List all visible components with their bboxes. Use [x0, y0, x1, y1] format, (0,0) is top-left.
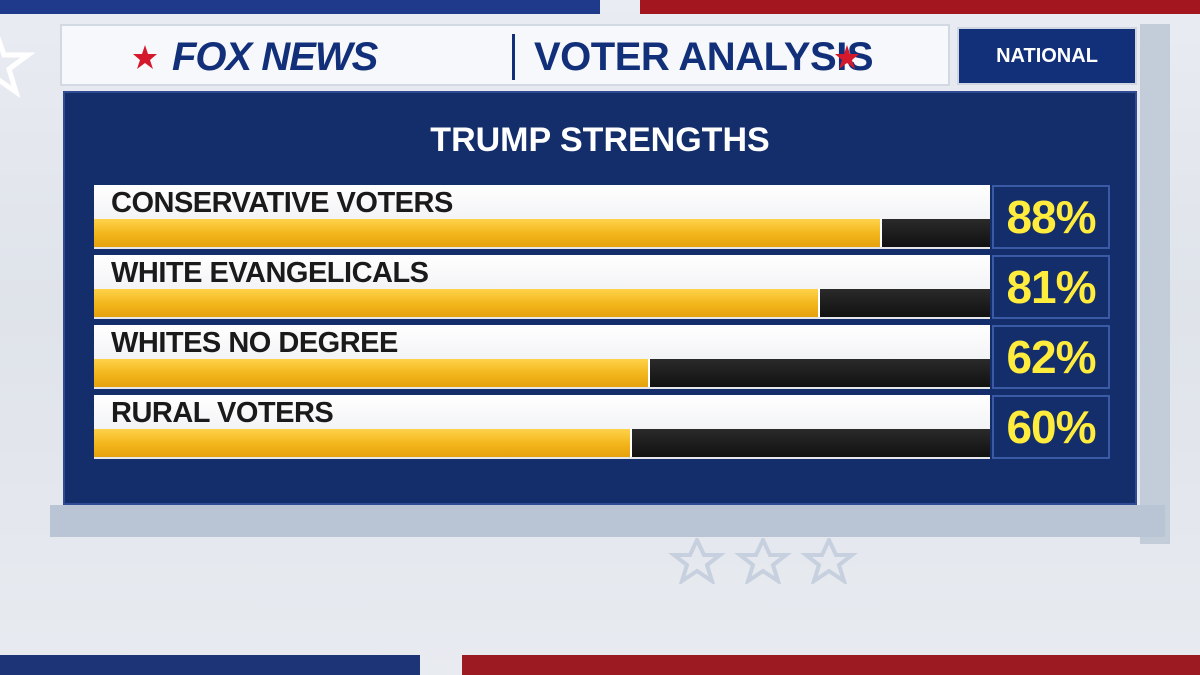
- value-label: 62%: [992, 325, 1110, 389]
- bar-track: [94, 429, 990, 457]
- decor-side-panel: [1140, 24, 1170, 544]
- bar-fill: [94, 429, 632, 457]
- page-title: VOTER ANALYSIS: [534, 35, 874, 79]
- header-bar: FOX NEWS VOTER ANALYSIS: [60, 24, 950, 86]
- bar-track: [94, 359, 990, 387]
- decor-stripe-blue-top: [0, 0, 600, 14]
- region-badge: NATIONAL: [957, 27, 1137, 85]
- bar-row-background: CONSERVATIVE VOTERS: [94, 185, 990, 249]
- bar-fill: [94, 359, 650, 387]
- header-divider: [512, 34, 515, 80]
- bar-row: WHITES NO DEGREE 62%: [94, 325, 1110, 389]
- value-label: 88%: [992, 185, 1110, 249]
- category-label: CONSERVATIVE VOTERS: [111, 187, 453, 219]
- bar-row: RURAL VOTERS 60%: [94, 395, 1110, 459]
- category-label: RURAL VOTERS: [111, 397, 334, 429]
- decor-panel-shadow: [50, 505, 1165, 537]
- decor-stripe-red-top: [640, 0, 1200, 14]
- bar-fill: [94, 219, 882, 247]
- value-label: 60%: [992, 395, 1110, 459]
- decor-stripe-blue-bottom: [0, 655, 420, 675]
- bar-row-background: WHITE EVANGELICALS: [94, 255, 990, 319]
- decor-stars-icon: [668, 538, 858, 584]
- bar-track: [94, 289, 990, 317]
- category-label: WHITES NO DEGREE: [111, 327, 398, 359]
- decor-stripe-red-bottom: [462, 655, 1200, 675]
- bar-track: [94, 219, 990, 247]
- bar-fill: [94, 289, 820, 317]
- chart-title: TRUMP STRENGTHS: [430, 121, 770, 159]
- decor-star-icon: [0, 35, 36, 99]
- value-label: 81%: [992, 255, 1110, 319]
- bar-row: WHITE EVANGELICALS 81%: [94, 255, 1110, 319]
- red-star-icon: [835, 45, 859, 69]
- bar-row-background: RURAL VOTERS: [94, 395, 990, 459]
- bar-row: CONSERVATIVE VOTERS 88%: [94, 185, 1110, 249]
- category-label: WHITE EVANGELICALS: [111, 257, 429, 289]
- chart-panel: TRUMP STRENGTHS CONSERVATIVE VOTERS 88% WH…: [63, 91, 1137, 505]
- fox-news-logo: FOX NEWS: [172, 35, 378, 79]
- red-star-icon: [133, 45, 157, 69]
- bar-row-background: WHITES NO DEGREE: [94, 325, 990, 389]
